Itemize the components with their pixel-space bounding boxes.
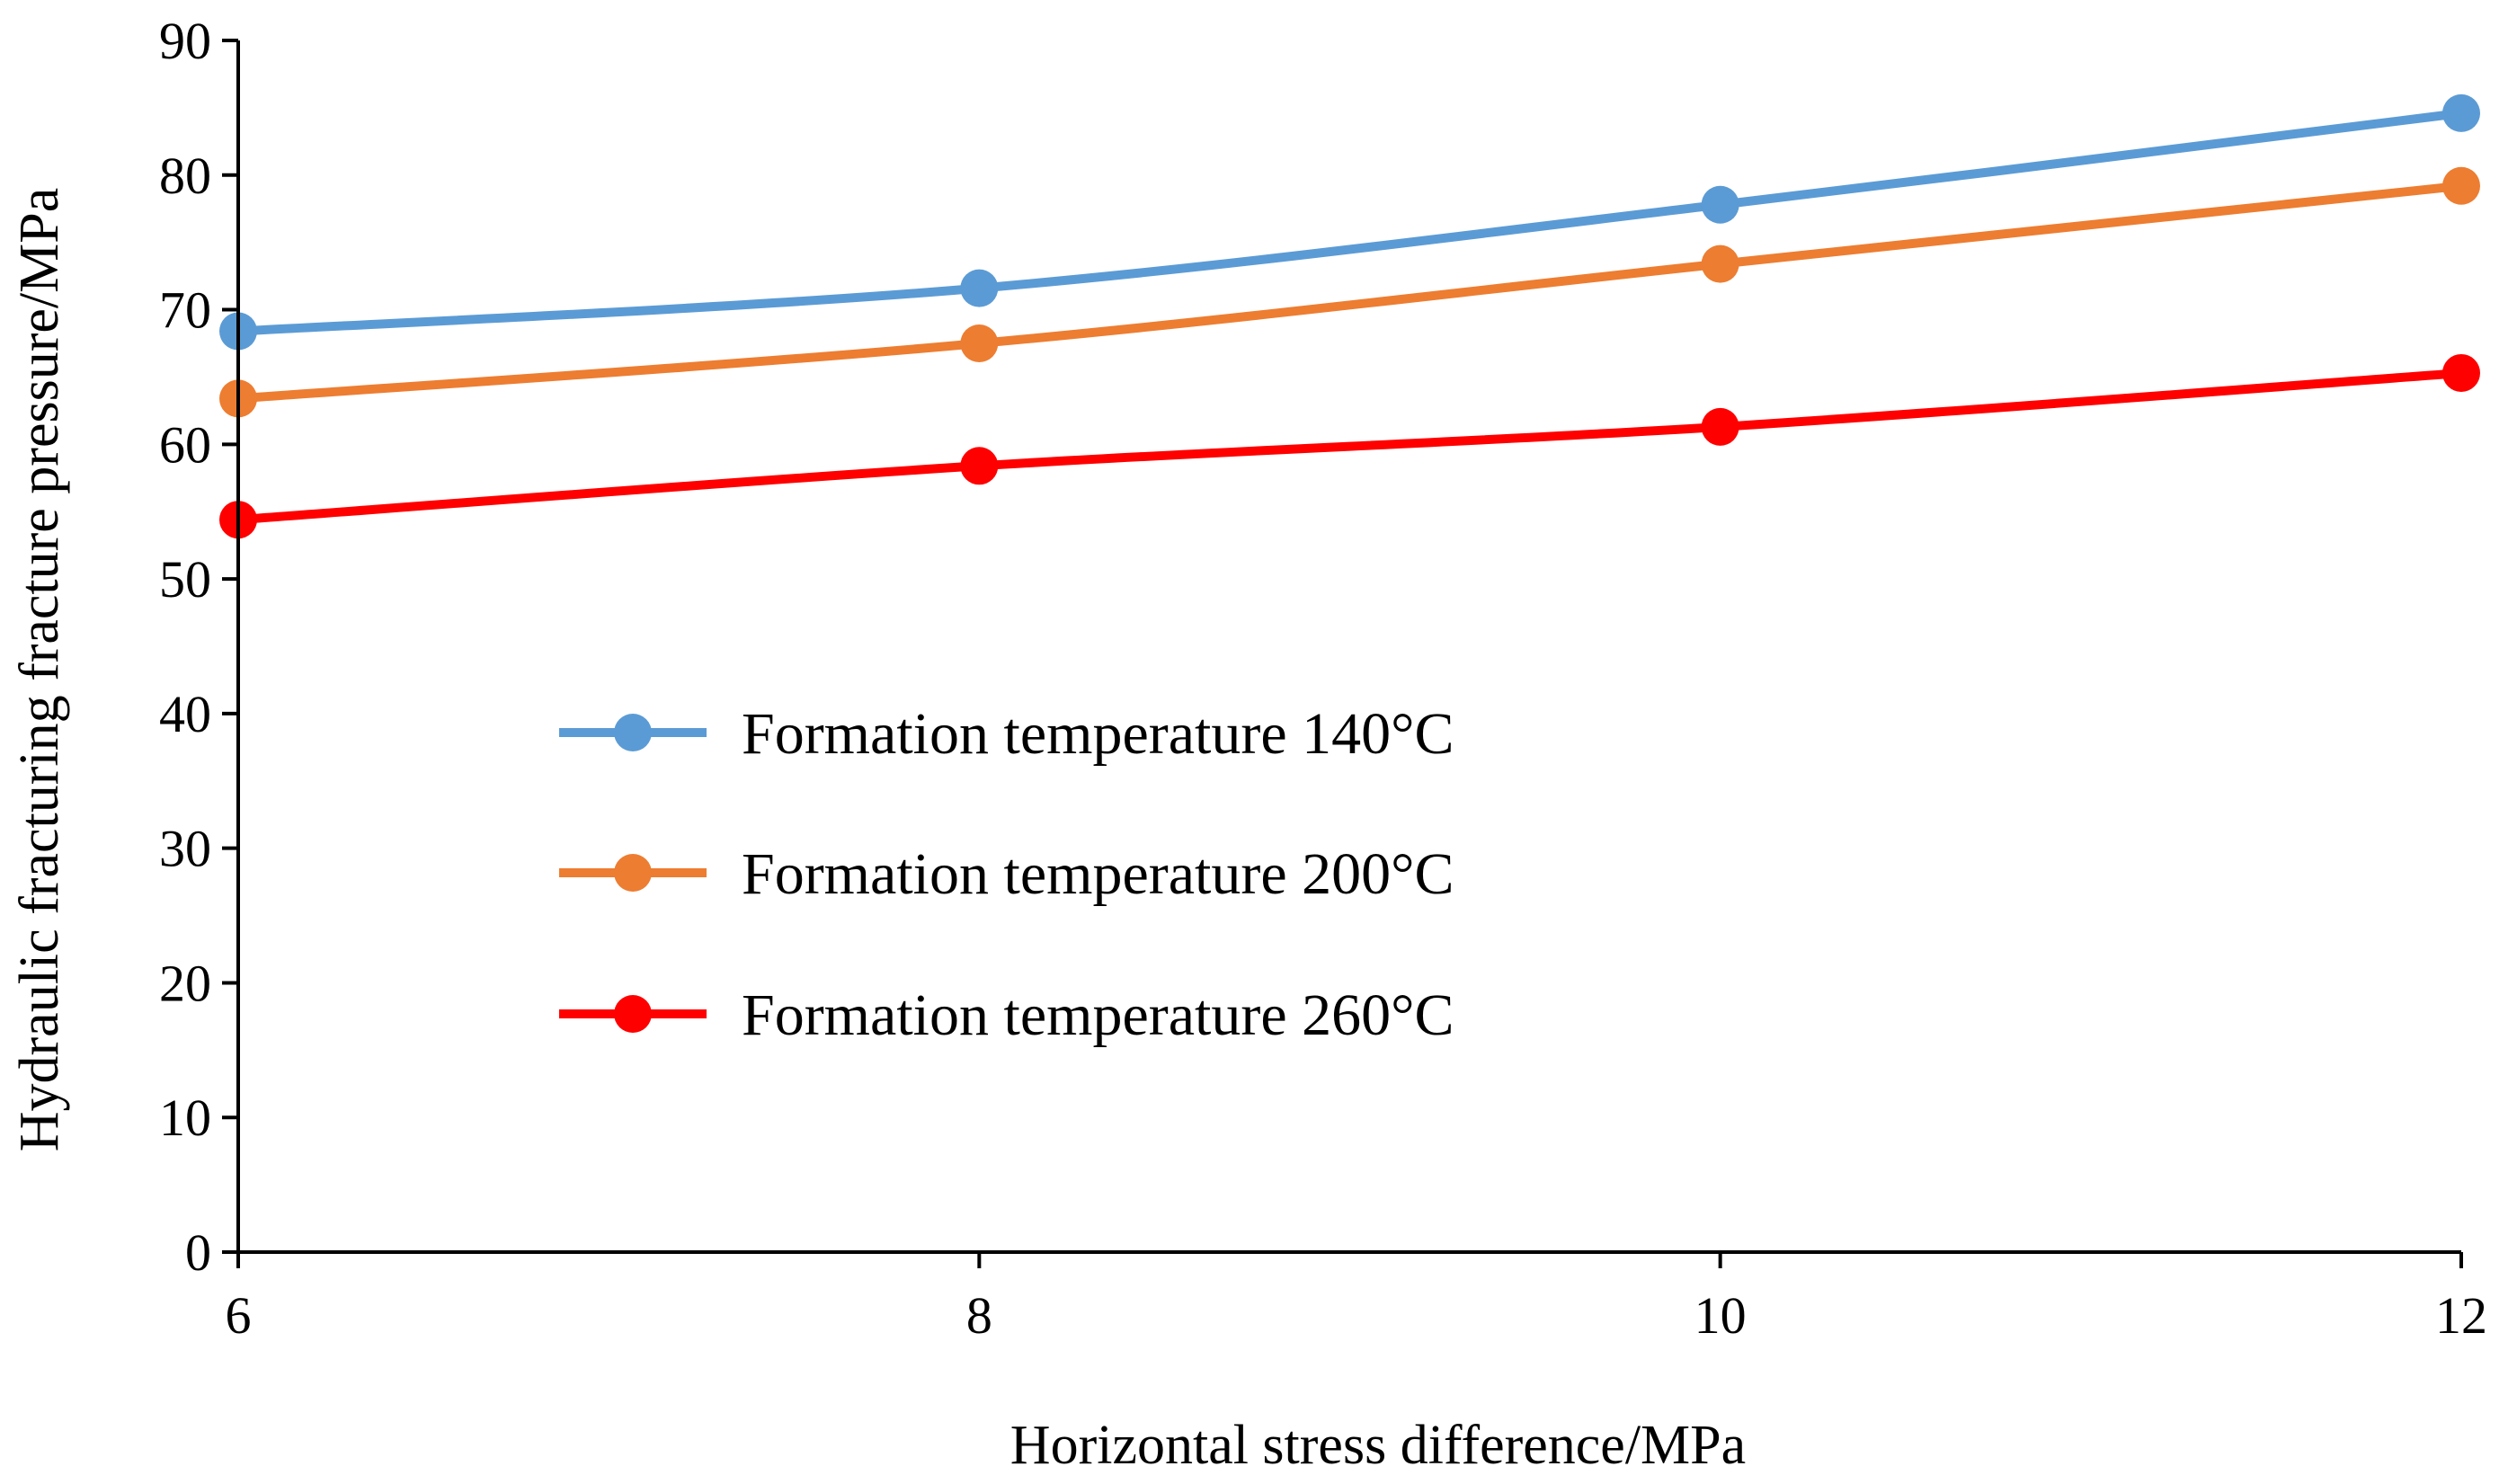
y-tick-label: 50 bbox=[159, 550, 211, 609]
legend-marker-2 bbox=[614, 854, 652, 892]
data-point-series-1-x-12 bbox=[2442, 93, 2480, 132]
data-point-series-3-x-10 bbox=[1701, 407, 1739, 446]
legend-label-3: Formation temperature 260°C bbox=[742, 982, 1454, 1048]
y-tick-label: 0 bbox=[185, 1223, 211, 1282]
tick-labels: 0 10 20 30 40 50 60 70 80 90 6 8 10 12 bbox=[159, 12, 2487, 1345]
data-point-series-2-x-10 bbox=[1701, 244, 1739, 283]
plot-marks bbox=[219, 93, 2480, 539]
legend-label-1: Formation temperature 140°C bbox=[742, 701, 1454, 767]
y-tick-label: 30 bbox=[159, 820, 211, 878]
data-point-series-1-x-10 bbox=[1701, 185, 1739, 224]
x-tick-label: 10 bbox=[1694, 1286, 1747, 1345]
x-tick-label: 6 bbox=[226, 1286, 252, 1345]
y-axis-title: Hydraulic fracturing fracture pressure/M… bbox=[9, 188, 70, 1152]
legend: Formation temperature 140°C Formation tem… bbox=[559, 701, 1454, 1048]
legend-label-2: Formation temperature 200°C bbox=[742, 841, 1454, 907]
y-tick-label: 20 bbox=[159, 954, 211, 1012]
legend-marker-1 bbox=[614, 714, 652, 751]
data-point-series-2-x-8 bbox=[960, 324, 999, 362]
data-point-series-3-x-12 bbox=[2442, 353, 2480, 392]
series-line-1 bbox=[237, 108, 2462, 336]
x-axis-title: Horizontal stress difference/MPa bbox=[1010, 1415, 1746, 1476]
x-tick-label: 8 bbox=[966, 1286, 992, 1345]
y-tick-label: 70 bbox=[159, 281, 211, 340]
y-tick-label: 60 bbox=[159, 415, 211, 474]
axes bbox=[222, 39, 2463, 1268]
series-line-2 bbox=[237, 181, 2462, 404]
data-point-series-2-x-12 bbox=[2442, 166, 2480, 205]
data-point-series-1-x-8 bbox=[960, 269, 999, 307]
y-tick-label: 10 bbox=[159, 1089, 211, 1147]
y-tick-label: 80 bbox=[159, 147, 211, 205]
y-tick-label: 40 bbox=[159, 685, 211, 743]
series-line-3 bbox=[237, 368, 2462, 525]
y-tick-label: 90 bbox=[159, 12, 211, 70]
data-point-series-3-x-8 bbox=[960, 447, 999, 485]
legend-marker-3 bbox=[614, 995, 652, 1033]
x-tick-label: 12 bbox=[2435, 1286, 2487, 1345]
